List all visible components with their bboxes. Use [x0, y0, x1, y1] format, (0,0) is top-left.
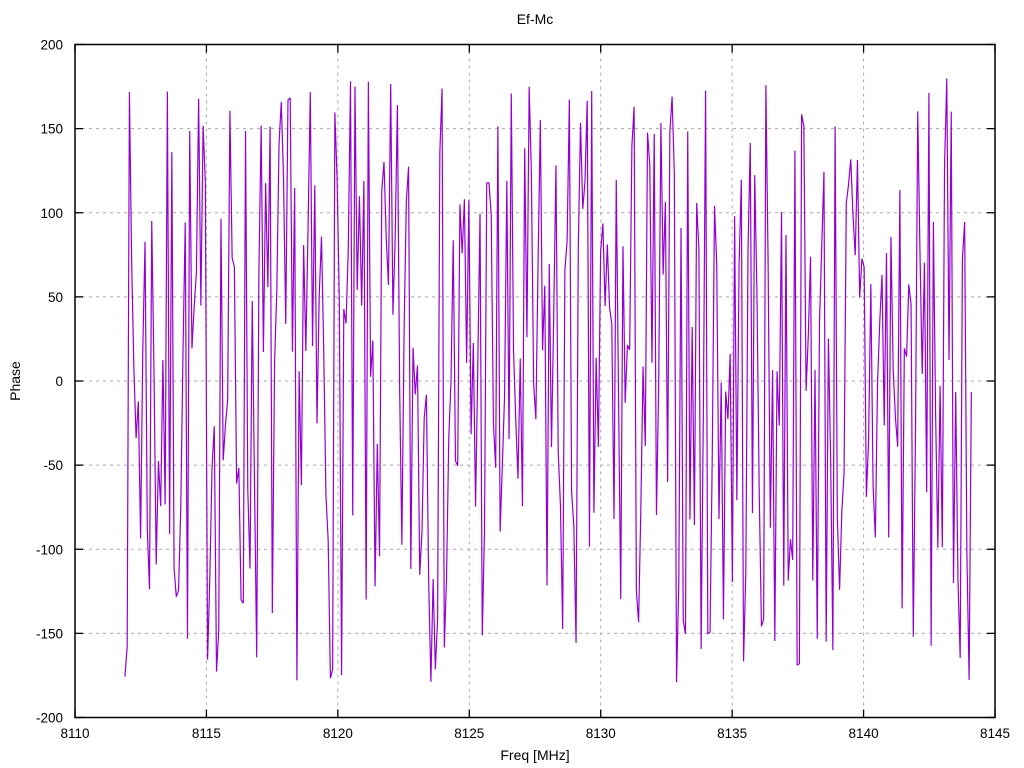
- x-tick-label: 8135: [717, 726, 747, 741]
- x-tick-label: 8130: [586, 726, 616, 741]
- y-tick-label: -150: [36, 626, 63, 641]
- data-series: [124, 78, 972, 683]
- y-tick-label: 50: [48, 290, 63, 305]
- y-tick-label: 200: [40, 38, 63, 53]
- y-axis-title: Phase: [7, 361, 23, 401]
- y-tick-label: 100: [40, 206, 63, 221]
- x-axis-title: Freq [MHz]: [500, 747, 569, 763]
- y-tick-label: -50: [43, 458, 63, 473]
- x-tick-label: 8110: [60, 726, 89, 741]
- tick-labels: 8110 8115 8120 8125 8130 8135 8140 8145 -200 -150…: [36, 38, 1010, 742]
- y-tick-label: 150: [40, 122, 63, 137]
- y-tick-label: 0: [55, 374, 63, 389]
- x-tick-label: 8140: [849, 726, 879, 741]
- x-tick-label: 8145: [980, 726, 1010, 741]
- x-tick-label: 8120: [323, 726, 353, 741]
- phase-trace: [124, 78, 972, 683]
- chart-title: Ef-Mc: [517, 11, 554, 27]
- x-tick-label: 8115: [192, 726, 221, 741]
- y-tick-label: -200: [36, 711, 63, 726]
- x-tick-label: 8125: [454, 726, 484, 741]
- y-tick-label: -100: [36, 542, 63, 557]
- axes-frame: [74, 43, 996, 719]
